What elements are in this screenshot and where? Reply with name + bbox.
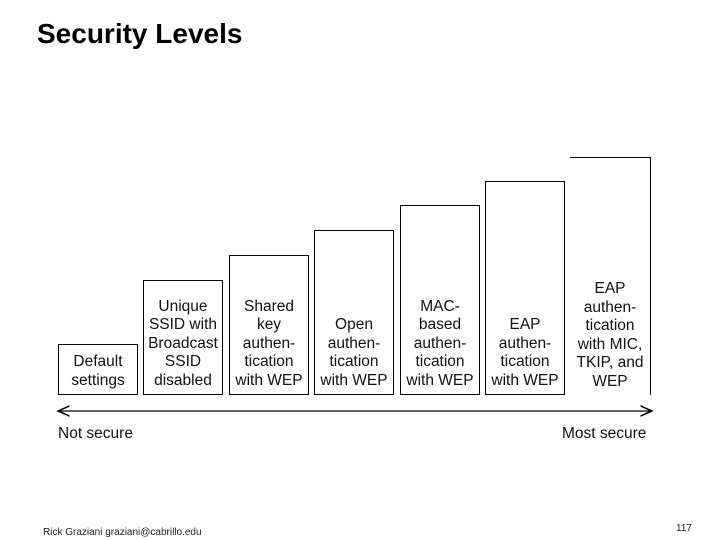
security-level-line: settings [71,371,125,389]
security-level-line: authen- [413,334,467,352]
security-level-line: Default [73,353,123,370]
security-level-line: Open [335,316,373,333]
security-level-line: Shared [244,297,294,315]
page-number: 117 [676,523,692,534]
security-level-line: with WEP [320,371,388,389]
security-level-line: disabled [154,371,212,389]
security-level-7: EAP authen-tication with MIC, TKIP, and WEP [570,157,651,395]
security-level-line: SSID with [148,316,218,333]
security-level-line: MAC- [420,297,460,315]
security-level-line: tication [500,353,550,370]
security-level-line: with WEP [491,371,559,389]
security-level-label: Default settings [71,353,124,390]
security-level-line: EAP [509,316,541,333]
security-level-line: authen- [242,334,296,352]
footer-author: Rick Graziani graziani@cabrillo.edu [43,527,202,538]
security-level-line: SSID [164,353,202,370]
security-level-line: tication [329,353,379,370]
security-level-line: Broadcast [148,334,218,352]
security-level-label: EAP authen-tication with WEP [491,316,558,390]
security-level-4: Open authen-tication with WEP [314,230,394,395]
security-level-line: based [418,316,462,333]
security-level-line: WEP [592,372,628,390]
security-level-3: Shared key authen-tication with WEP [229,255,309,395]
most-secure-label: Most secure [562,425,647,442]
security-level-line: EAP [594,280,626,297]
security-level-1: Default settings [58,344,138,395]
security-level-line: tication [415,353,465,370]
security-level-line: with WEP [406,371,474,389]
security-level-line: with MIC, [577,335,643,353]
security-level-line: tication [244,353,294,370]
security-level-6: EAP authen-tication with WEP [485,181,565,395]
security-level-line: authen- [498,334,552,352]
security-level-label: MAC-based authen-tication with WEP [406,298,473,391]
security-level-label: Open authen-tication with WEP [320,316,387,390]
slide-title: Security Levels [37,18,243,49]
security-level-line: with WEP [235,371,303,389]
security-level-line: authen- [327,334,381,352]
security-level-label: Unique SSID with Broadcast SSID disabled [148,298,218,391]
security-level-line: TKIP, and [576,354,644,371]
security-level-line: authen- [583,298,637,316]
security-level-line: key [256,316,282,333]
security-level-5: MAC-based authen-tication with WEP [400,205,480,395]
security-level-line: tication [585,317,635,334]
security-level-line: Unique [158,297,208,315]
security-level-2: Unique SSID with Broadcast SSID disabled [143,280,223,395]
security-level-label: Shared key authen-tication with WEP [235,298,302,391]
not-secure-label: Not secure [58,425,133,442]
security-level-label: EAP authen-tication with MIC, TKIP, and WEP [577,280,644,391]
